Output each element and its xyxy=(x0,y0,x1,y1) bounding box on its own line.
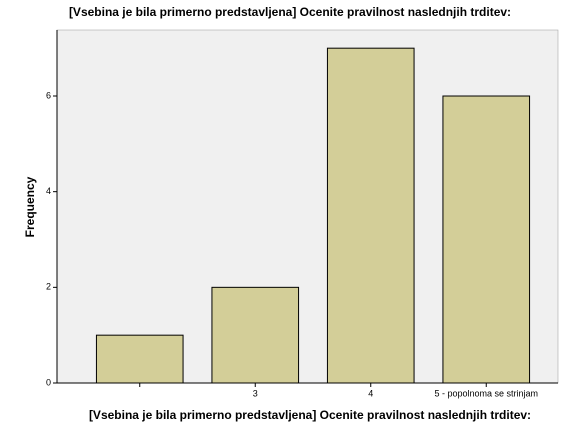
chart-title: [Vsebina je bila primerno predstavljena]… xyxy=(69,5,511,19)
bar xyxy=(442,95,531,384)
bar xyxy=(326,47,415,384)
x-tick-label: 5 - popolnoma se strinjam xyxy=(434,388,538,398)
x-tick-label: 3 xyxy=(253,388,258,398)
x-axis-label: [Vsebina je bila primerno predstavljena]… xyxy=(89,408,531,422)
y-tick-label: 0 xyxy=(46,377,51,387)
y-tick-label: 2 xyxy=(46,282,51,292)
x-tick-label: 4 xyxy=(368,388,373,398)
bar xyxy=(95,334,184,384)
y-tick-label: 6 xyxy=(46,90,51,100)
y-tick-label: 4 xyxy=(46,186,51,196)
y-axis-label: Frequency xyxy=(23,176,37,237)
bar xyxy=(211,286,300,384)
